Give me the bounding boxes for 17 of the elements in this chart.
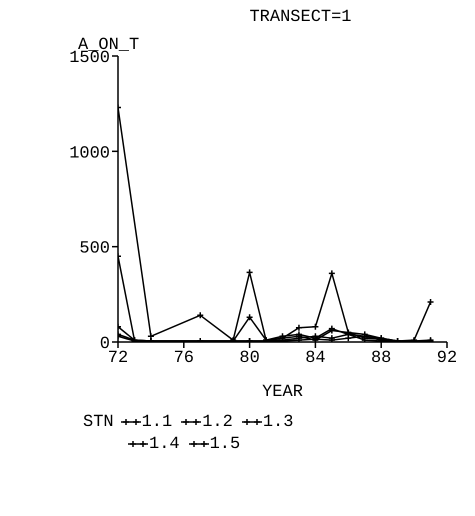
x-tick-label: 88 (370, 349, 392, 368)
y-tick-label: 1000 (69, 144, 110, 164)
y-tick-label: 0 (100, 335, 110, 354)
x-tick-label: 80 (239, 349, 260, 368)
chart-title: TRANSECT=1 (248, 8, 353, 29)
x-tick-label: 84 (305, 349, 326, 368)
legend-label: 1.3 (262, 413, 294, 432)
legend-label: 1.4 (148, 435, 180, 454)
y-tick-label: 500 (79, 240, 110, 259)
legend-label: 1.2 (201, 413, 233, 432)
legend-title: STN (83, 413, 114, 432)
legend-label: 1.5 (208, 435, 240, 454)
legend-label: 1.1 (140, 413, 172, 432)
x-axis-title: YEAR (262, 383, 303, 402)
x-tick-label: 72 (108, 349, 128, 368)
x-tick-label: 76 (174, 349, 194, 368)
x-tick-label: 92 (436, 349, 458, 368)
